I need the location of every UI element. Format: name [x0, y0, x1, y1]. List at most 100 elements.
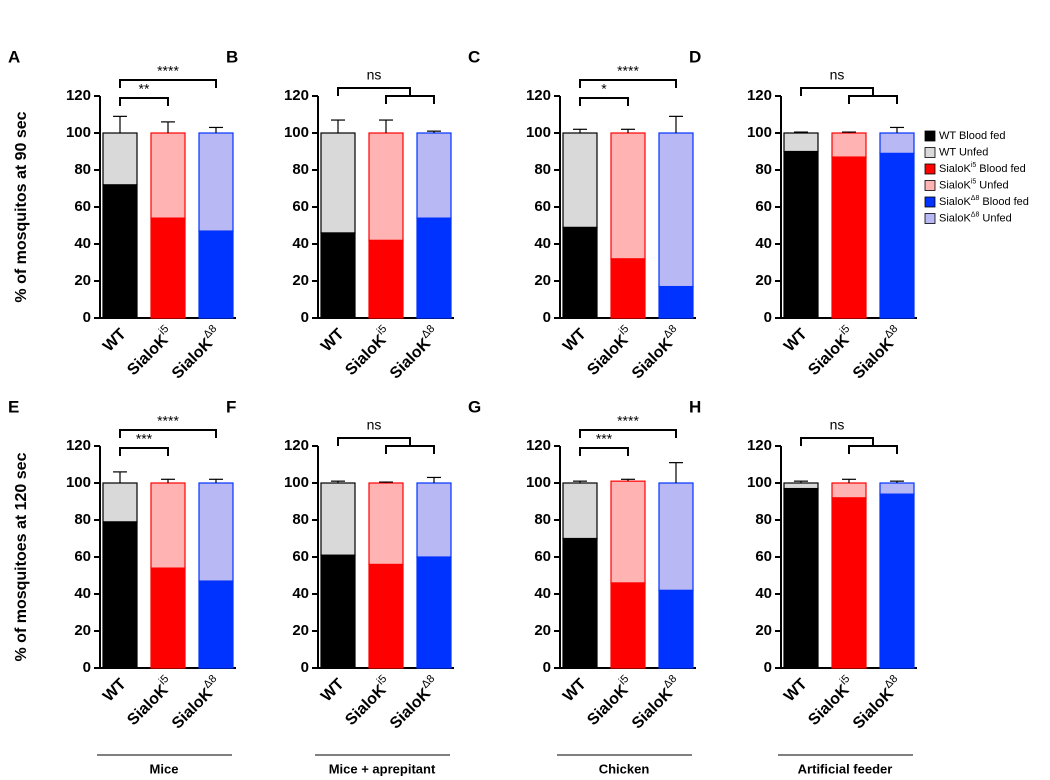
x-tick-label: WT [781, 676, 811, 706]
bar-segment [658, 589, 694, 669]
bracket [800, 87, 874, 96]
bar-segment [783, 150, 819, 319]
x-tick-label: WT [781, 326, 811, 356]
panel-label: E [8, 397, 19, 416]
y-tick-label: 60 [755, 198, 772, 215]
bar-segment [320, 554, 356, 669]
error-bar [427, 476, 441, 483]
y-tick-label: 80 [292, 161, 309, 178]
bracket [385, 445, 435, 454]
bracket [337, 87, 411, 96]
bar-segment [368, 482, 404, 566]
legend-name: SialoK [939, 212, 971, 224]
bar-segment [879, 152, 915, 319]
bar-segment [658, 285, 694, 319]
legend-suffix: Blood fed [979, 196, 1029, 208]
legend-swatch [924, 147, 936, 158]
category: SialoK [629, 685, 677, 733]
y-tick-label: 40 [74, 235, 91, 252]
legend-name: WT Unfed [939, 146, 988, 158]
x-tick-label: SialoKΔ8 [384, 673, 444, 733]
bar-segment [416, 556, 452, 669]
significance-label: ** [139, 81, 150, 97]
bar-segment [150, 567, 186, 669]
x-tick-label: WT [560, 676, 590, 706]
error-bar [890, 480, 904, 483]
bar-segment [562, 537, 598, 669]
legend-suffix: Unfed [979, 212, 1011, 224]
bracket [800, 437, 874, 446]
y-tick-label: 120 [747, 87, 772, 104]
category: SialoK [806, 332, 854, 380]
error-bar [331, 119, 345, 133]
y-tick-label: 20 [292, 272, 309, 289]
y-tick-label: 40 [292, 585, 309, 602]
significance-label: **** [617, 63, 639, 79]
error-bar [842, 478, 856, 483]
error-bar [842, 131, 856, 133]
y-tick-label: 120 [66, 87, 91, 104]
significance-label: ns [830, 417, 845, 433]
x-tick-label: SialoKΔ8 [626, 673, 686, 733]
bar-segment [610, 132, 646, 260]
bar-segment [150, 132, 186, 219]
bar-segment [102, 132, 138, 186]
legend-swatch [924, 196, 936, 208]
bar-segment [610, 582, 646, 669]
panel-label: A [8, 47, 20, 66]
category: SialoK [169, 685, 217, 733]
error-bar [890, 126, 904, 133]
bracket [848, 445, 898, 454]
category: WT [100, 676, 130, 706]
category: WT [560, 676, 590, 706]
legend-sup: i5 [971, 162, 977, 169]
error-bar [379, 481, 393, 483]
bar-segment [150, 482, 186, 569]
bar-segment [658, 482, 694, 591]
bar-segment [102, 184, 138, 319]
error-bar [161, 478, 175, 483]
category: SialoK [387, 685, 435, 733]
legend-label: WT Unfed [939, 146, 988, 158]
significance-label: ns [367, 67, 382, 83]
y-tick-label: 60 [292, 198, 309, 215]
legend-label: WT Blood fed [939, 130, 1005, 142]
significance-label: *** [136, 431, 153, 447]
bracket [385, 95, 435, 104]
y-tick-label: 100 [747, 124, 772, 141]
error-bar [573, 480, 587, 483]
y-tick-label: 0 [764, 659, 772, 676]
error-bar [161, 121, 175, 133]
y-tick-label: 80 [534, 161, 551, 178]
panel-label: F [226, 397, 236, 416]
bracket [848, 95, 898, 104]
legend-name: SialoK [939, 163, 971, 175]
y-tick-label: 40 [755, 585, 772, 602]
bar-segment [610, 258, 646, 319]
significance-label: ns [367, 417, 382, 433]
bracket [579, 447, 629, 456]
group-label: Mice + aprepitant [329, 761, 436, 776]
legend-label: SialoKi5 Unfed [939, 178, 1009, 191]
bracket [119, 79, 217, 88]
y-tick-label: 100 [284, 124, 309, 141]
panel-label: H [689, 397, 701, 416]
y-tick-label: 0 [301, 659, 309, 676]
bar-segment [368, 239, 404, 319]
panel-label: C [468, 47, 480, 66]
bar-segment [831, 156, 867, 319]
error-bar [621, 478, 635, 482]
category: WT [560, 326, 590, 356]
legend-name: SialoK [939, 196, 971, 208]
bar-segment [416, 132, 452, 219]
bar-segment [150, 217, 186, 319]
category: WT [100, 326, 130, 356]
legend-sup: Δ8 [971, 211, 980, 218]
y-tick-label: 20 [292, 622, 309, 639]
category: WT [781, 326, 811, 356]
y-tick-label: 80 [755, 511, 772, 528]
category: SialoK [343, 682, 391, 730]
bar-segment [416, 217, 452, 319]
bar-segment [879, 493, 915, 669]
